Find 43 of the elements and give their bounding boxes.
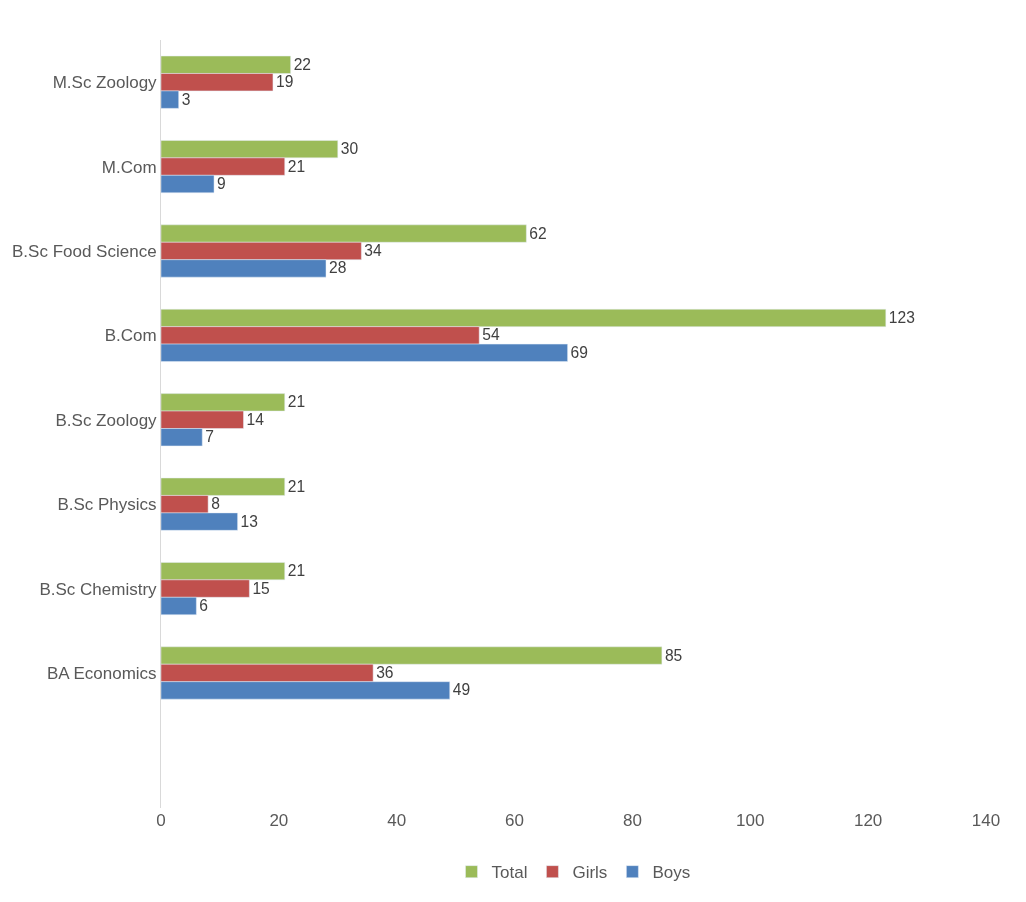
y-tick-label: B.Sc Food Science: [12, 241, 157, 261]
data-label: 21: [287, 562, 306, 580]
data-label: 21: [287, 393, 306, 411]
data-label: 34: [364, 242, 383, 260]
data-label: 54: [482, 326, 500, 344]
x-tick-label: 60: [505, 811, 525, 830]
data-label: 8: [211, 495, 220, 513]
data-label: 62: [529, 224, 547, 242]
data-label: 13: [240, 512, 258, 530]
data-label: 14: [246, 410, 265, 428]
x-tick-label: 20: [269, 811, 289, 830]
data-label: 19: [275, 73, 294, 91]
x-tick-label: 140: [971, 811, 1001, 830]
legend-label: Total: [491, 863, 528, 883]
data-label: 36: [376, 664, 394, 682]
y-tick-label: B.Sc Chemistry: [39, 579, 158, 599]
data-label: 22: [293, 55, 311, 73]
data-label: 21: [287, 157, 306, 175]
data-label: 69: [570, 343, 588, 361]
x-tick-label: 120: [853, 811, 883, 830]
data-label: 28: [329, 259, 347, 277]
data-label: 21: [287, 477, 306, 495]
data-label: 6: [199, 597, 209, 615]
data-label: 123: [888, 308, 915, 326]
data-label: 30: [340, 140, 359, 158]
legend-label: Boys: [652, 863, 691, 883]
x-tick-label: 100: [736, 811, 765, 830]
data-label: 85: [664, 646, 683, 664]
x-tick-label: 0: [156, 811, 166, 830]
y-tick-label: B.Sc Zoology: [55, 410, 158, 430]
data-label: 15: [252, 579, 271, 597]
y-tick-label: BA Economics: [46, 663, 157, 683]
y-tick-label: B.Com: [104, 326, 157, 346]
data-label: 3: [181, 90, 191, 108]
data-label: 7: [205, 428, 214, 446]
y-tick-label: M.Com: [101, 157, 157, 177]
y-tick-label: M.Sc Zoology: [52, 73, 158, 93]
data-label: 9: [217, 175, 226, 193]
legend-label: Girls: [572, 863, 608, 883]
data-label: 49: [452, 681, 471, 699]
x-tick-label: 40: [387, 811, 407, 830]
x-tick-label: 80: [622, 811, 642, 830]
y-tick-label: B.Sc Physics: [57, 495, 157, 515]
